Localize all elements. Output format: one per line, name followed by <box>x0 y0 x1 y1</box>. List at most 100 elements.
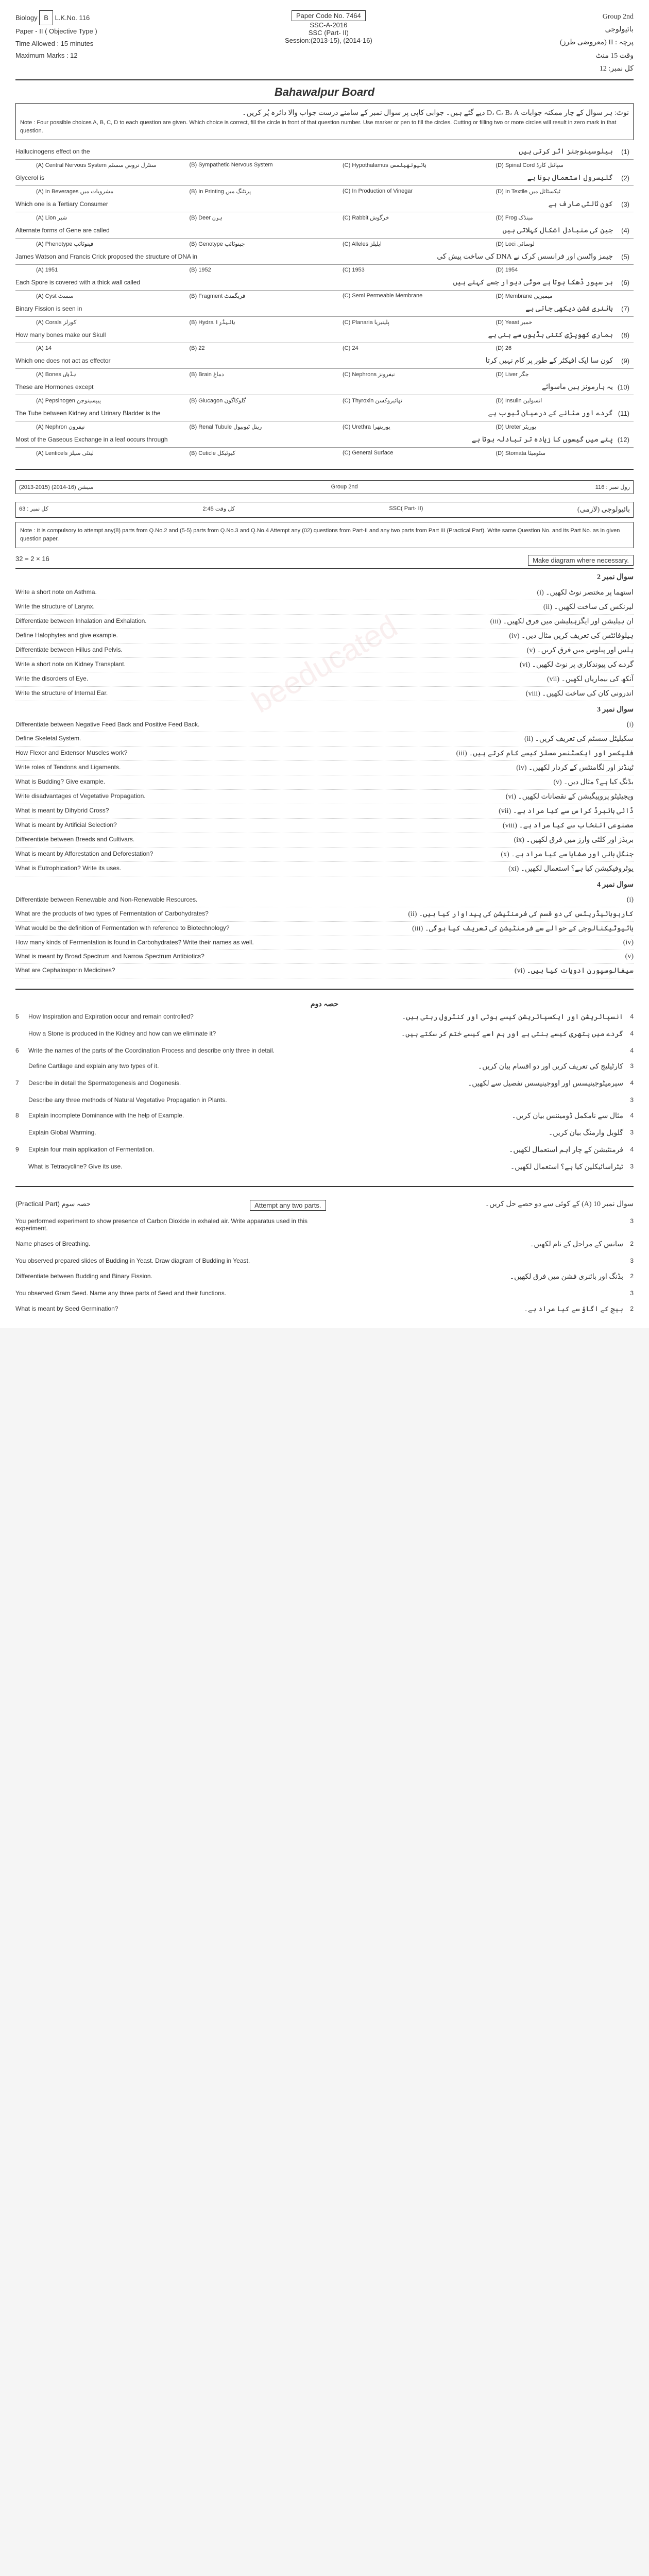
sq-english: Write disadvantages of Vegetative Propag… <box>15 792 324 801</box>
short-question: Write a short note on Kidney Transplant.… <box>15 658 634 672</box>
lq-number: 9 <box>15 1146 28 1155</box>
group-label: Group 2nd <box>560 10 634 23</box>
mcq-option: (A) Bones ہڈیاں <box>36 371 174 378</box>
q4-section: Differentiate between Renewable and Non-… <box>15 893 634 978</box>
mcq-option: (B) 1952 <box>190 267 328 273</box>
q2-section: Write a short note on Asthma.استھما پر م… <box>15 586 634 701</box>
sq-urdu: لیرنکس کی ساخت لکھیں۔ (ii) <box>324 603 634 612</box>
lq-marks: 3 <box>623 1163 634 1172</box>
max-marks: Maximum Marks : 12 <box>15 49 97 61</box>
mcq-option: (D) 26 <box>496 345 634 351</box>
instructions-box: نوٹ: ہر سوال کے چار ممکنہ جوابات D، C، B… <box>15 103 634 140</box>
lq-marks: 3 <box>623 1096 634 1104</box>
mcq-number: (2) <box>613 174 634 182</box>
mcq-number: (6) <box>613 279 634 286</box>
sub-marks: 63 : کل نمبر <box>19 505 48 514</box>
q3-title: سوال نمبر 3 <box>15 701 634 718</box>
mcq-number: (3) <box>613 200 634 208</box>
sq-urdu: ان ہیلیشن اور ایگزہیلیشن میں فرق لکھیں۔ … <box>324 617 634 626</box>
lq-number: 7 <box>15 1079 28 1088</box>
lq-english: What is Tetracycline? Give its use. <box>28 1163 326 1172</box>
sq-english: Differentiate between Negative Feed Back… <box>15 721 324 729</box>
time-allowed: Time Allowed : 15 minutes <box>15 38 97 49</box>
sq-urdu: آنکھ کی بیماریاں لکھیں۔ (vii) <box>324 675 634 684</box>
sq-urdu: ڈائی ہائبرڈ کراس سے کیا مراد ہے۔ (vii) <box>324 807 634 816</box>
mcq-row: Hallucinogens effect on theہیلوسینوجنز ا… <box>15 144 634 160</box>
lq-number <box>15 1163 28 1172</box>
mcq-row: How many bones make our Skullہماری کھوپڑ… <box>15 328 634 343</box>
mcq-number: (7) <box>613 305 634 313</box>
lq-urdu: ٹیٹراسائیکلین کیا ہے؟ استعمال لکھیں۔ <box>326 1163 624 1172</box>
mcq-row: Alternate forms of Gene are calledجین کی… <box>15 223 634 239</box>
sq-urdu: (i) <box>324 896 634 904</box>
lq-urdu: گلوبل وارمنگ بیان کریں۔ <box>326 1129 624 1138</box>
prac-marks: 3 <box>623 1290 634 1297</box>
mcq-number: (9) <box>613 357 634 365</box>
mcq-number: (11) <box>613 410 634 417</box>
lq-marks: 4 <box>623 1079 634 1088</box>
prac-english: You observed prepared slides of Budding … <box>15 1257 319 1264</box>
sq-english: What would be the definition of Fermenta… <box>15 924 324 933</box>
sq-english: What is meant by Broad Spectrum and Narr… <box>15 953 324 961</box>
ssc-year: SSC-A-2016 <box>285 21 372 29</box>
mcq-urdu: ہیلوسینوجنز اثر کرتی ہیں <box>314 147 613 156</box>
mcq-urdu: کون سا ایک افیکٹر کے طور پر کام نہیں کرت… <box>314 357 613 365</box>
board-name: Bahawalpur Board <box>15 86 634 99</box>
note-urdu: نوٹ: ہر سوال کے چار ممکنہ جوابات D، C، B… <box>20 108 629 118</box>
lq-urdu: گردے میں پتھری کیسے بنتی ہے اور ہم اسے ک… <box>326 1030 624 1039</box>
sub-session: (2013-2015) (2014-16) سیشن <box>19 484 93 490</box>
short-question: Differentiate between Renewable and Non-… <box>15 893 634 907</box>
lq-english: Define Cartilage and explain any two typ… <box>28 1062 326 1071</box>
sub-subject: بائیولوجی (لازمی) <box>577 505 630 514</box>
prac-marks: 3 <box>623 1217 634 1232</box>
short-question: Write roles of Tendons and Ligaments.ٹین… <box>15 761 634 775</box>
short-question: Write a short note on Asthma.استھما پر م… <box>15 586 634 600</box>
mcq-option: (D) Ureter یوریٹر <box>496 423 634 430</box>
sq-english: Differentiate between Renewable and Non-… <box>15 896 324 904</box>
subjective-header-2: 63 : کل نمبر 2:45 کل وقت SSC( Part- II) … <box>15 502 634 518</box>
lq-marks: 3 <box>623 1062 634 1071</box>
practical-section: You performed experiment to show presenc… <box>15 1213 634 1318</box>
mcq-option: (C) Hypothalamus ہائپوتھیلمس <box>343 162 481 168</box>
mcq-question: Glycerol is <box>15 174 314 181</box>
sq-urdu: ہلس اور پیلوس میں فرق کریں۔ (v) <box>324 646 634 655</box>
mcq-question: Alternate forms of Gene are called <box>15 227 314 234</box>
mcq-row: Which one does not act as effectorکون سا… <box>15 353 634 369</box>
mcq-option: (D) Loci لوسائی <box>496 241 634 247</box>
long-questions: 5How Inspiration and Expiration occur an… <box>15 1009 634 1176</box>
subject: Biology <box>15 14 38 22</box>
sq-english: Define Halophytes and give example. <box>15 632 324 640</box>
lq-english: Describe in detail the Spermatogenesis a… <box>28 1079 326 1088</box>
prac-urdu <box>319 1290 623 1297</box>
short-question: What is meant by Broad Spectrum and Narr… <box>15 950 634 964</box>
short-question: Write the structure of Internal Ear.اندر… <box>15 687 634 701</box>
mcq-option: (C) Rabbit خرگوش <box>343 214 481 221</box>
sub-time: 2:45 کل وقت <box>202 505 234 514</box>
lq-urdu <box>326 1047 624 1054</box>
mcq-row: These are Hormones exceptیہ ہارمونز ہیں … <box>15 380 634 395</box>
mcq-row: Each Spore is covered with a thick wall … <box>15 275 634 291</box>
sub-roll: 116 : رول نمبر <box>595 484 630 490</box>
prac-urdu: بڈنگ اور بائنری فشن میں فرق لکھیں۔ <box>319 1273 623 1281</box>
short-question: What would be the definition of Fermenta… <box>15 922 634 936</box>
practical-question: Name phases of Breathing.سانس کے مراحل ک… <box>15 1236 634 1253</box>
mcq-options: (A) Nephron نیفرون(B) Renal Tubule رینل … <box>15 421 634 432</box>
mcq-option: (A) Pepsinogen پیپسینوجن <box>36 397 174 404</box>
practical-note: Attempt any two parts. <box>250 1200 326 1211</box>
lq-number: 5 <box>15 1013 28 1022</box>
sub-group: Group 2nd <box>331 484 358 490</box>
mcq-option: (B) Hydra ہائیڈرا <box>190 319 328 326</box>
prac-marks: 2 <box>623 1240 634 1249</box>
sq-urdu: ٹینڈنز اور لگامنٹس کے کردار لکھیں۔ (iv) <box>324 764 634 772</box>
urdu-time: وقت 15 منٹ <box>560 49 634 62</box>
paper-code: Paper Code No. 7464 <box>292 10 366 21</box>
sub-ssc: SSC( Part- II) <box>389 505 423 514</box>
sq-english: Differentiate between Inhalation and Exh… <box>15 617 324 626</box>
mcq-option: (C) General Surface <box>343 450 481 456</box>
sq-english: Write the structure of Internal Ear. <box>15 689 324 698</box>
mcq-option: (A) 1951 <box>36 267 174 273</box>
short-question: What is Eutrophication? Write its uses.ی… <box>15 862 634 876</box>
prac-urdu: بیج کے اگاؤ سے کیا مراد ہے۔ <box>319 1305 623 1314</box>
practical-question: What is meant by Seed Germination?بیج کے… <box>15 1301 634 1318</box>
mcq-option: (C) Thyroxin تھائیروکسن <box>343 397 481 404</box>
